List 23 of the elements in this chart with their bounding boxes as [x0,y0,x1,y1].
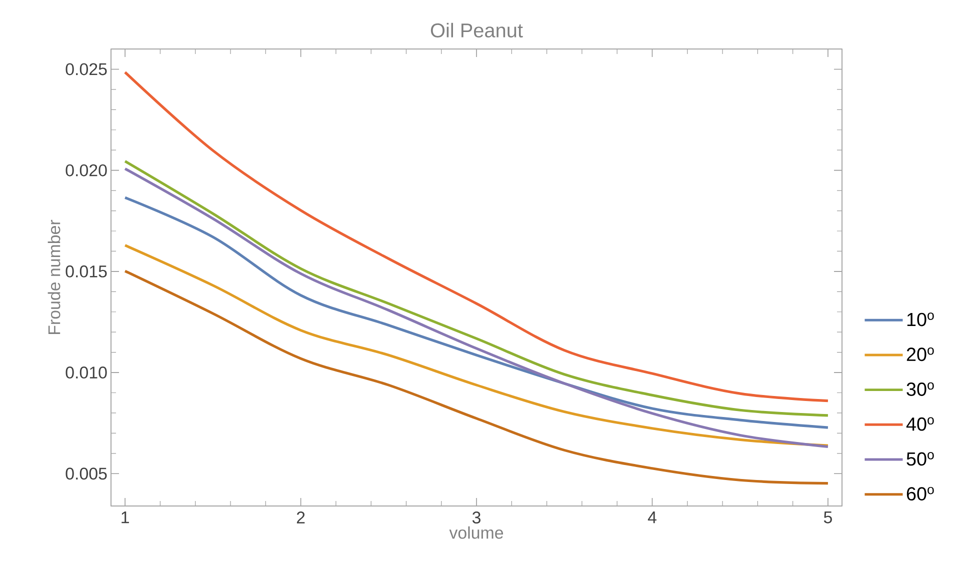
x-tick-label: 5 [824,512,832,524]
y-tick-label: 0.005 [66,468,107,480]
legend-label: 40$^{o}$ [906,417,934,431]
legend-label: 50$^{o}$ [906,452,934,466]
x-tick-label: 1 [122,512,129,524]
line-series [124,70,830,402]
line-series [124,196,830,429]
y-axis-title: Froude number [48,220,60,334]
y-tick-label: 0.020 [66,164,107,176]
legend-label: 20$^{o}$ [906,348,934,362]
line-series [124,244,830,447]
y-tick-label: 0.015 [66,265,107,278]
legend-label: 10$^{o}$ [907,312,934,326]
legend-label: 60$^{o}$ [906,486,934,501]
x-tick-label: 3 [472,512,480,524]
chart-title: Oil Peanut [430,22,523,38]
x-tick-label: 4 [648,512,656,524]
legend-label: 30$^{o}$ [906,382,934,396]
x-axis-title: volume [449,526,504,539]
y-tick-label: 0.025 [66,63,107,76]
x-tick-label: 2 [296,512,305,524]
line-series [124,270,830,485]
y-tick-label: 0.010 [66,366,107,379]
